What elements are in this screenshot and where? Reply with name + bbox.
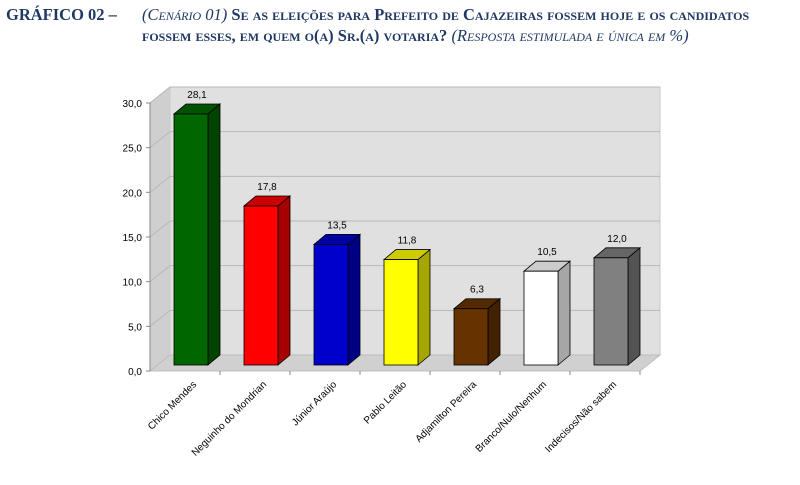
x-tick-label: Chico Mendes — [146, 379, 199, 432]
x-tick-label: Júnior Araújo — [290, 379, 339, 428]
bar-side — [557, 260, 571, 366]
x-tick-label: Pablo Leitão — [362, 379, 409, 426]
bar-side — [627, 246, 641, 366]
y-tick-label: 5,0 — [128, 322, 142, 333]
data-label: 6,3 — [470, 285, 484, 296]
bar — [523, 270, 559, 366]
bar — [453, 308, 489, 366]
bar-side — [277, 195, 291, 366]
chart-number: GRÁFICO 02 – — [6, 5, 117, 24]
bar — [593, 257, 629, 366]
x-tick-label: Adjamilton Pereira — [414, 379, 480, 445]
y-tick-label: 25,0 — [123, 144, 143, 155]
bar — [383, 259, 419, 366]
y-tick-label: 0,0 — [128, 367, 142, 378]
y-tick-label: 15,0 — [123, 233, 143, 244]
y-tick-label: 10,0 — [123, 278, 143, 289]
y-tick-label: 20,0 — [123, 188, 143, 199]
gridline-side — [149, 86, 171, 104]
gridline-side — [149, 220, 171, 238]
question-text: Se as eleições para Prefeito de Cajazeir… — [142, 5, 750, 45]
gridline-side — [149, 131, 171, 149]
bar-side — [487, 297, 501, 366]
x-tick-label: Neguinho do Mondrian — [190, 379, 269, 458]
data-label: 11,8 — [398, 236, 417, 247]
note-text: (Resposta estimulada e única em %) — [451, 26, 689, 45]
bar-side — [347, 233, 361, 366]
gridline-side — [149, 309, 171, 327]
y-tick-label: 30,0 — [123, 99, 143, 110]
gridline-side — [149, 265, 171, 283]
bar — [243, 205, 279, 366]
scenario-label: (Cenário 01) — [142, 5, 228, 24]
chart-title: GRÁFICO 02 – (Cenário 01) Se as eleições… — [6, 4, 796, 46]
bar — [313, 243, 349, 366]
data-label: 12,0 — [607, 234, 627, 245]
x-tick-label: Indecisos/Não sabem — [543, 379, 619, 455]
bar — [173, 113, 209, 366]
data-label: 13,5 — [327, 220, 347, 231]
gridline-side — [149, 175, 171, 193]
data-label: 10,5 — [537, 247, 557, 258]
bar-side — [207, 103, 221, 366]
data-label: 28,1 — [187, 90, 207, 101]
data-label: 17,8 — [257, 182, 277, 193]
x-tick-label: Branco/Nulo/Nenhum — [474, 379, 549, 454]
bar-side — [417, 248, 431, 366]
